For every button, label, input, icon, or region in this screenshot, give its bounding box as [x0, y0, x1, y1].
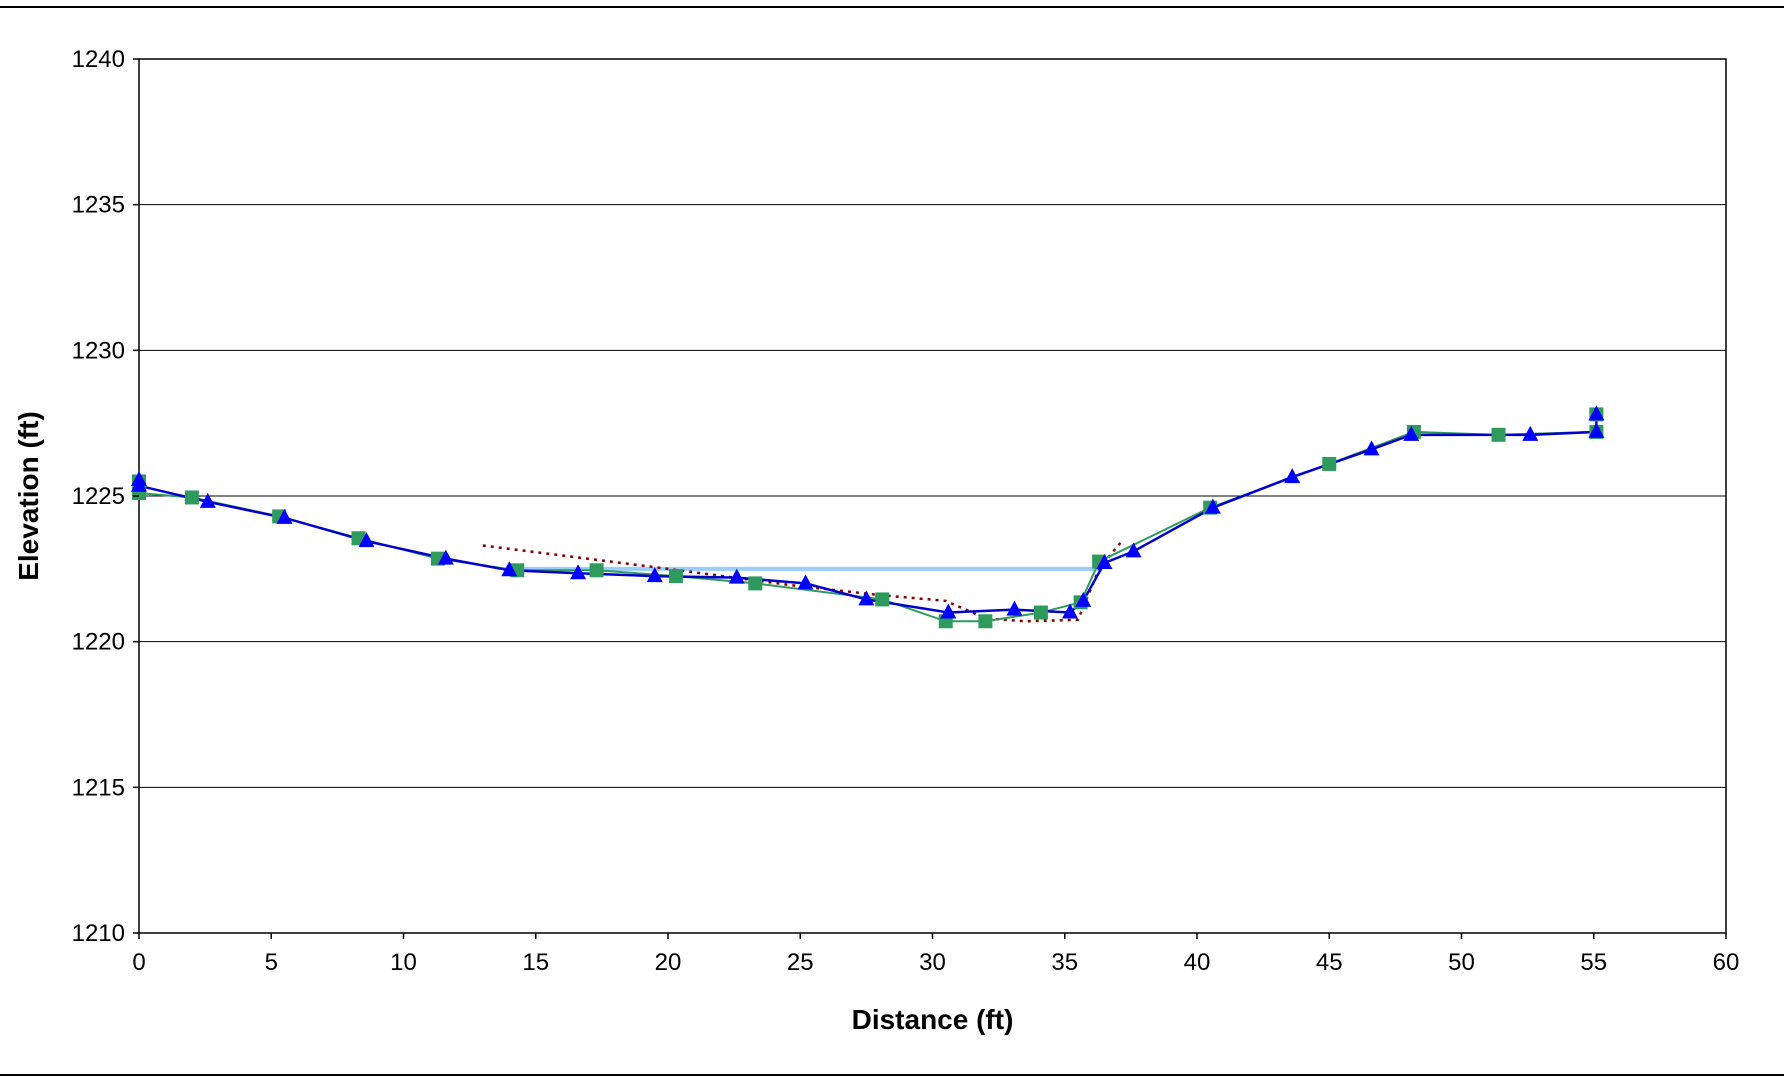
y-tick-label: 1215	[72, 774, 125, 801]
series-b-point	[1062, 603, 1079, 619]
series-b-point	[728, 568, 745, 584]
series-b-point	[1588, 405, 1605, 421]
x-tick-label: 45	[1316, 949, 1343, 976]
series-b-point	[501, 561, 518, 577]
series-b-point	[1204, 498, 1221, 514]
series-b-point	[797, 574, 814, 590]
series-b-point	[1588, 422, 1605, 438]
series-a-point	[1491, 427, 1506, 442]
x-tick-label: 5	[265, 949, 278, 976]
series-b-point	[1363, 440, 1380, 456]
gridlines	[139, 204, 1726, 788]
series-b-point	[437, 549, 454, 565]
frame-top-border	[0, 6, 1784, 8]
x-tick-label: 35	[1051, 949, 1078, 976]
tick-labels: 1210 1215 1220 1225 1230 1235 1240 0 5 10 15 20 25 30…	[72, 46, 1740, 976]
y-tick-label: 1230	[72, 337, 125, 364]
series-a-point	[668, 569, 683, 584]
x-tick-label: 30	[919, 949, 946, 976]
x-tick-label: 0	[132, 949, 145, 976]
x-axis-title: Distance (ft)	[852, 1004, 1014, 1035]
x-tick-label: 20	[655, 949, 682, 976]
x-tick-label: 60	[1713, 949, 1740, 976]
series-b-point	[1096, 554, 1113, 570]
y-tick-label: 1220	[72, 629, 125, 656]
series-b-point	[858, 590, 875, 606]
x-tick-label: 10	[390, 949, 417, 976]
series-group	[131, 405, 1605, 629]
series-a-point	[184, 490, 199, 505]
x-tick-label: 55	[1580, 949, 1607, 976]
series-b-point	[276, 508, 293, 524]
series-a-line	[138, 414, 1598, 623]
series-b-point	[1284, 468, 1301, 484]
x-tick-label: 50	[1448, 949, 1475, 976]
y-tick-label: 1240	[72, 46, 125, 73]
series-b-point	[570, 564, 587, 580]
series-b-point	[358, 532, 375, 548]
series-b-point	[131, 476, 147, 492]
y-tick-label: 1235	[72, 192, 125, 219]
series-b-point	[1522, 425, 1539, 441]
series-b-point	[1006, 600, 1023, 616]
y-axis-title: Elevation (ft)	[13, 411, 44, 581]
series-b-point	[1125, 542, 1142, 558]
series-b-line	[137, 414, 1598, 614]
series-a-point	[978, 614, 993, 629]
series-a-point	[589, 563, 604, 578]
series-b-point	[1403, 425, 1420, 441]
y-tick-label: 1225	[72, 483, 125, 510]
series-b-point	[1075, 591, 1092, 607]
frame-bottom-border	[0, 1074, 1784, 1076]
series-a-point	[1033, 605, 1048, 620]
series-b-point	[646, 567, 663, 583]
series-a-point	[1322, 456, 1337, 471]
x-tick-label: 25	[787, 949, 814, 976]
x-tick-label: 15	[522, 949, 549, 976]
series-b-point	[940, 603, 957, 619]
series-b-point	[199, 492, 216, 508]
x-tick-label: 40	[1184, 949, 1211, 976]
series-a-point	[748, 576, 763, 591]
y-tick-label: 1210	[72, 920, 125, 947]
series-a-point	[875, 592, 890, 607]
